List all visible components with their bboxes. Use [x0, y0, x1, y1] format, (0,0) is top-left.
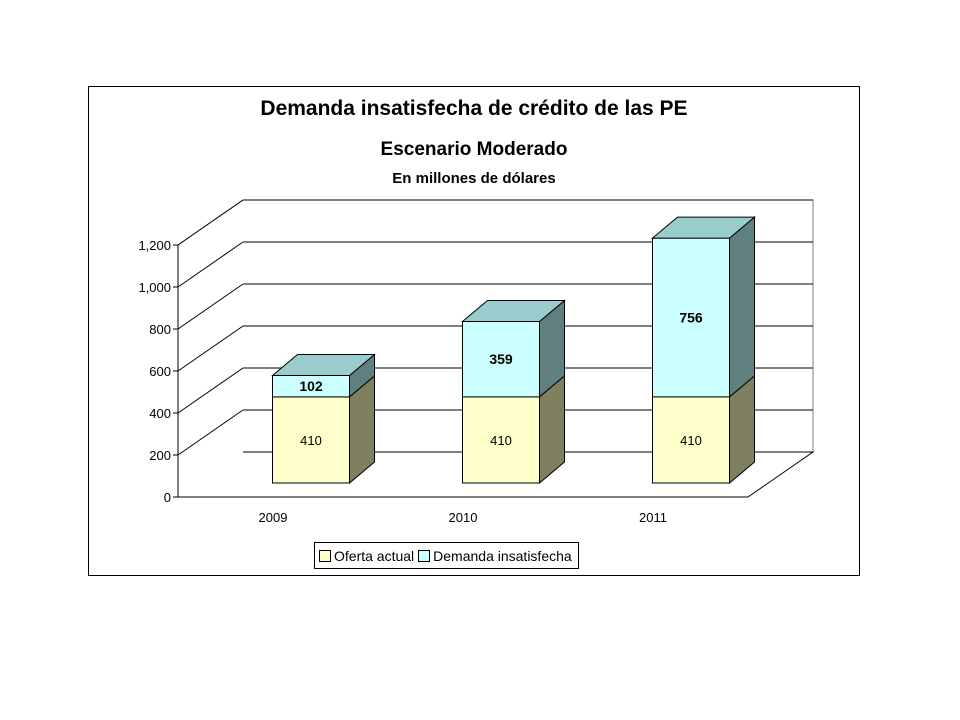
chart-subtitle: Escenario Moderado	[380, 139, 568, 160]
bar-top	[651, 216, 756, 239]
bar-top	[461, 300, 566, 323]
gridline-diagonal	[177, 241, 244, 288]
legend-swatch-oferta	[319, 549, 331, 562]
y-tick-label: 1,200	[138, 238, 171, 253]
bar-segment	[652, 396, 730, 484]
legend-swatch-demanda	[418, 549, 431, 562]
data-label: 410	[300, 433, 322, 448]
bar-side	[729, 216, 755, 398]
data-label: 359	[489, 351, 513, 367]
gridline-diagonal	[177, 409, 244, 456]
data-label: 756	[679, 310, 703, 326]
floor-outline	[243, 451, 815, 498]
legend-label-demanda: Demanda insatisfecha	[433, 547, 572, 564]
legend-item-demanda: Demanda insatisfecha	[418, 548, 572, 564]
legend-item-oferta: Oferta actual	[319, 548, 414, 564]
y-tick-label: 1,000	[138, 280, 171, 295]
chart-title: Demanda insatisfecha de crédito de las P…	[260, 97, 688, 120]
y-tick-label: 400	[149, 406, 171, 421]
legend: Oferta actual Demanda insatisfecha	[314, 542, 579, 569]
gridline-diagonal	[177, 367, 244, 414]
bar-top	[271, 353, 376, 376]
legend-label-oferta: Oferta actual	[334, 547, 415, 564]
bar-segment	[272, 396, 350, 484]
bar-segment	[652, 237, 730, 398]
gridline-diagonal	[177, 325, 244, 372]
plot-area: 0 200 400 600 800 1,000 1,200 410 102 2009 410 359 2…	[138, 199, 815, 525]
y-tick-label: 0	[164, 490, 171, 505]
y-tick-label: 800	[149, 322, 171, 337]
chart-frame: Demanda insatisfecha de crédito de las P…	[88, 86, 860, 576]
data-label: 410	[490, 433, 512, 448]
x-tick-label: 2010	[449, 510, 478, 525]
data-label: 410	[680, 433, 702, 448]
bar-segment	[462, 396, 540, 484]
y-tick-label: 200	[149, 448, 171, 463]
data-label: 102	[299, 378, 323, 394]
chart-unit-label: En millones de dólares	[392, 170, 556, 187]
bar-segment	[462, 321, 540, 398]
gridline-diagonal	[177, 199, 244, 246]
gridline-diagonal	[177, 283, 244, 330]
y-tick-label: 600	[149, 364, 171, 379]
x-tick-label: 2009	[259, 510, 288, 525]
x-tick-label: 2011	[639, 510, 667, 525]
